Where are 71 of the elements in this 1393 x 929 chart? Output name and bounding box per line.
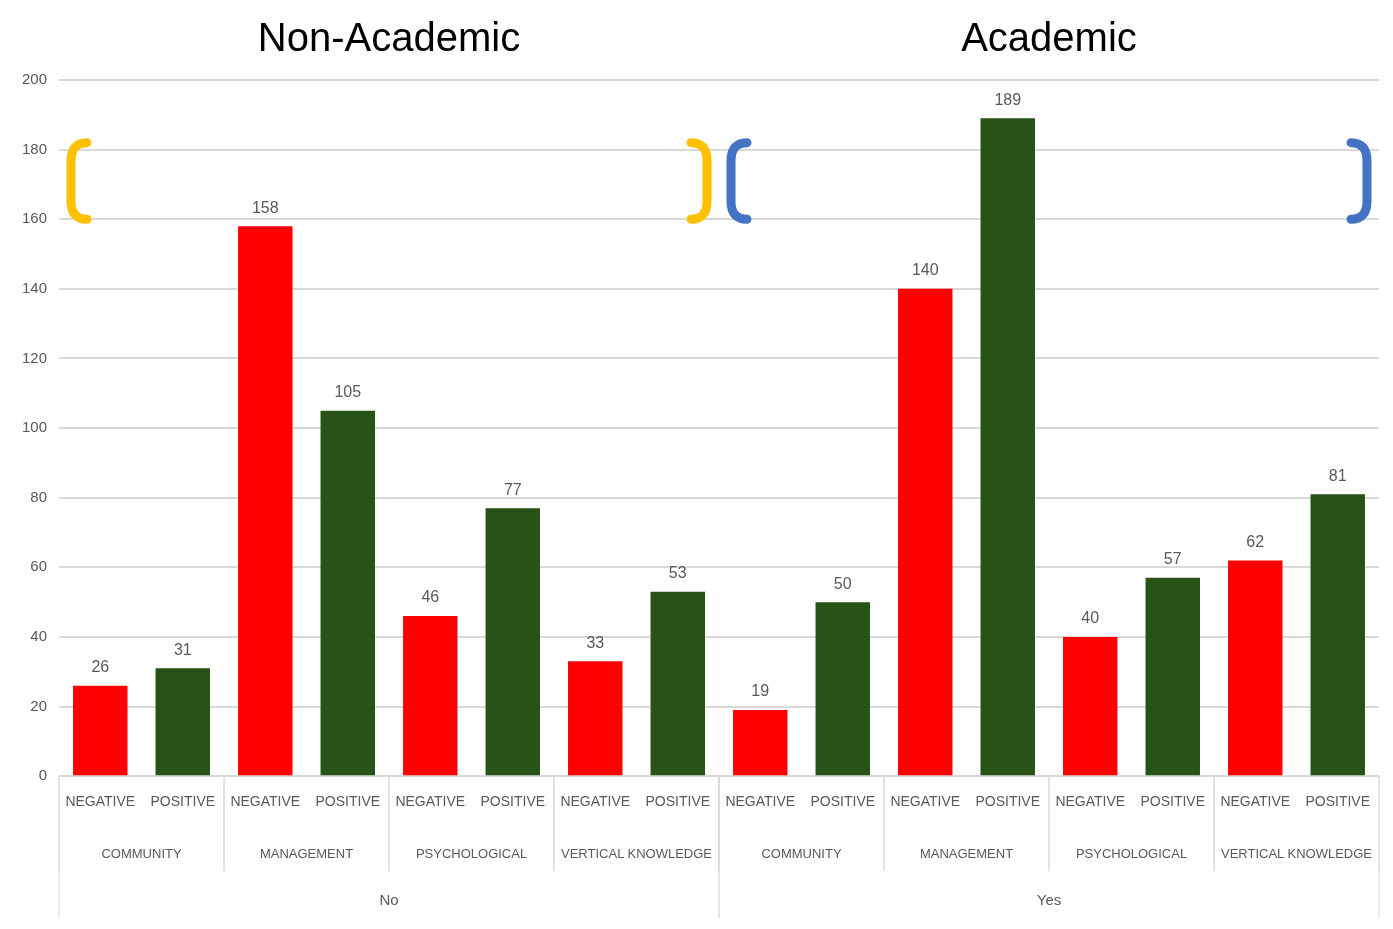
x-tick-label: NEGATIVE bbox=[890, 793, 961, 810]
data-label: 50 bbox=[833, 574, 852, 592]
data-label: 19 bbox=[751, 682, 770, 700]
data-label: 33 bbox=[586, 633, 605, 651]
y-tick-label: 80 bbox=[30, 487, 48, 505]
data-label: 53 bbox=[668, 564, 687, 582]
text: Academic bbox=[961, 15, 1137, 60]
x-tick-label: POSITIVE bbox=[975, 793, 1041, 810]
bar bbox=[320, 410, 375, 776]
data-label: 77 bbox=[503, 480, 522, 498]
x-tick-label: POSITIVE bbox=[810, 793, 876, 810]
x-tick-label: NEGATIVE bbox=[395, 793, 466, 810]
data-label: 57 bbox=[1163, 550, 1182, 568]
data-label: 158 bbox=[251, 198, 279, 216]
data-label: 140 bbox=[911, 261, 939, 279]
y-tick-label: 140 bbox=[22, 279, 48, 296]
x-tick-label: NEGATIVE bbox=[65, 793, 136, 810]
bar bbox=[403, 616, 458, 776]
y-tick-label: 200 bbox=[22, 70, 48, 88]
data-label: 62 bbox=[1246, 532, 1265, 550]
x-tick-label: NEGATIVE bbox=[560, 793, 631, 810]
x-tick-label: POSITIVE bbox=[645, 793, 711, 810]
text: MANAGEMENT bbox=[919, 845, 1014, 861]
y-tick-label: 160 bbox=[22, 209, 48, 227]
y-tick-label: 0 bbox=[38, 766, 48, 784]
x-tick-label: NEGATIVE bbox=[1220, 793, 1291, 810]
data-label: 31 bbox=[173, 640, 192, 658]
text: MANAGEMENT bbox=[259, 845, 354, 861]
y-tick-label: 120 bbox=[22, 348, 48, 366]
text: PSYCHOLOGICAL bbox=[1075, 845, 1188, 861]
text: No bbox=[379, 891, 399, 909]
bar bbox=[898, 288, 953, 776]
bar bbox=[980, 118, 1035, 776]
data-label: 40 bbox=[1081, 609, 1100, 627]
x-tick-label: POSITIVE bbox=[480, 793, 546, 810]
data-label: 26 bbox=[91, 658, 110, 676]
x-tick-label: POSITIVE bbox=[150, 793, 216, 810]
data-label: 46 bbox=[421, 588, 440, 606]
text: Yes bbox=[1036, 891, 1062, 909]
x-tick-label: NEGATIVE bbox=[1055, 793, 1126, 810]
text: VERTICAL KNOWLEDGE bbox=[1221, 845, 1373, 861]
data-label: 189 bbox=[994, 90, 1022, 108]
data-label: 105 bbox=[334, 383, 362, 401]
x-tick-label: POSITIVE bbox=[1305, 793, 1371, 810]
bar bbox=[485, 508, 540, 776]
bar bbox=[1310, 494, 1365, 776]
y-tick-label: 180 bbox=[22, 139, 48, 157]
y-tick-label: 40 bbox=[30, 627, 48, 645]
bar bbox=[733, 710, 788, 776]
bar bbox=[238, 226, 293, 776]
data-label: 81 bbox=[1328, 466, 1347, 484]
text: Non-Academic bbox=[257, 15, 521, 60]
bar bbox=[1063, 636, 1118, 776]
x-tick-label: POSITIVE bbox=[315, 793, 381, 810]
y-tick-label: 60 bbox=[30, 557, 48, 575]
bar bbox=[155, 668, 210, 776]
y-tick-label: 20 bbox=[30, 696, 48, 714]
text: COMMUNITY bbox=[761, 845, 842, 861]
bar bbox=[568, 661, 623, 776]
y-tick-label: 100 bbox=[22, 418, 48, 436]
text: PSYCHOLOGICAL bbox=[415, 845, 528, 861]
x-tick-label: NEGATIVE bbox=[230, 793, 301, 810]
text: COMMUNITY bbox=[101, 845, 182, 861]
bar bbox=[815, 602, 870, 776]
bar bbox=[650, 591, 705, 776]
text: VERTICAL KNOWLEDGE bbox=[561, 845, 713, 861]
bar bbox=[1145, 577, 1200, 776]
bar bbox=[73, 685, 128, 776]
x-tick-label: NEGATIVE bbox=[725, 793, 796, 810]
bar bbox=[1228, 560, 1283, 776]
x-tick-label: POSITIVE bbox=[1140, 793, 1206, 810]
